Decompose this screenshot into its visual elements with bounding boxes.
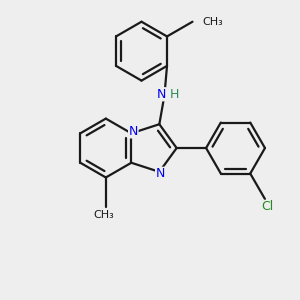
Text: N: N (156, 167, 165, 180)
Text: CH₃: CH₃ (202, 17, 223, 27)
Text: H: H (169, 88, 179, 101)
Text: Cl: Cl (261, 200, 273, 213)
Text: CH₃: CH₃ (94, 210, 114, 220)
Text: N: N (157, 88, 166, 101)
Text: N: N (129, 125, 138, 138)
